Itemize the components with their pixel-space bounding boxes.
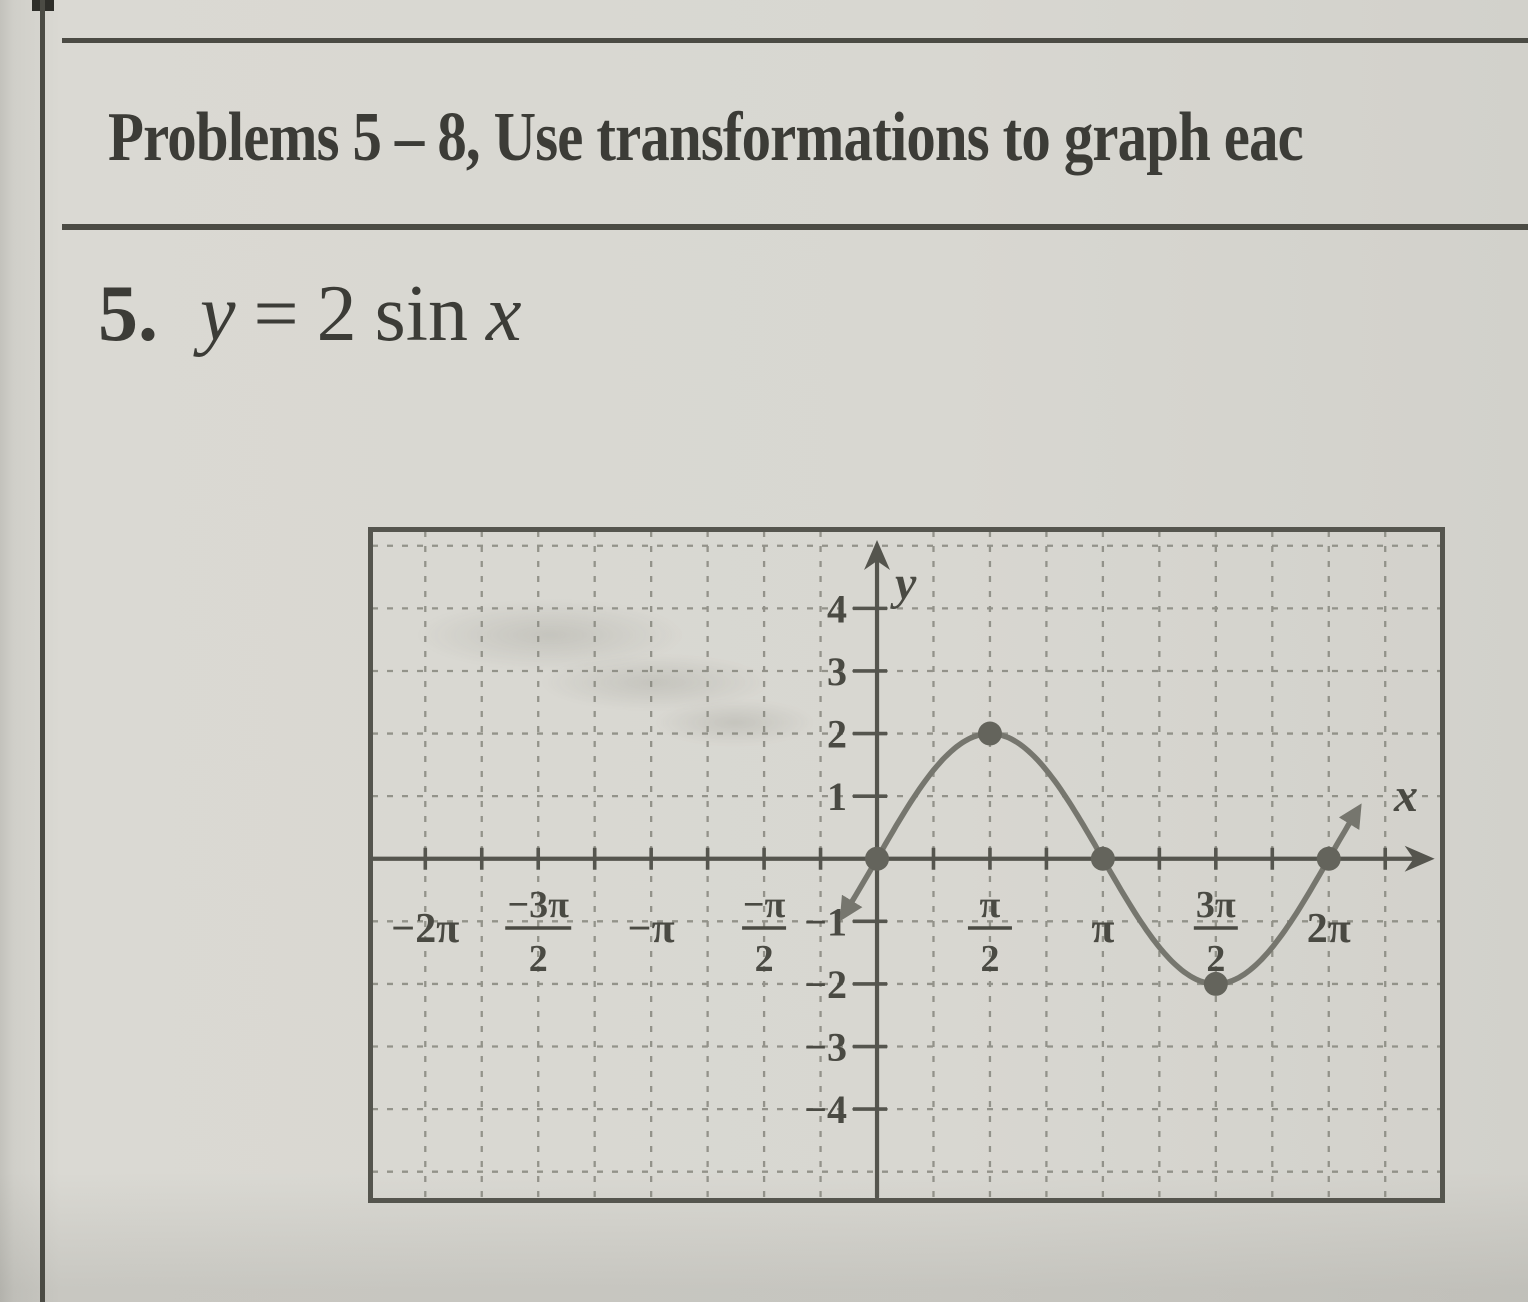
section-header: Problems 5 – 8, Use transformations to g… — [108, 103, 1304, 173]
y-tick-label: 3 — [827, 649, 847, 694]
y-tick-label: 4 — [827, 586, 847, 631]
key-point-dot — [1316, 846, 1341, 871]
y-tick-label: 2 — [827, 712, 847, 757]
grid-lines — [372, 531, 1443, 1199]
x-tick-label-numerator: −3π — [507, 884, 569, 926]
left-margin-rule — [40, 0, 45, 1302]
x-axis-arrowhead-icon — [1404, 845, 1435, 872]
y-axis-arrowhead-icon — [864, 540, 891, 570]
equation-rhs-variable: x — [486, 270, 522, 358]
x-tick-label-denominator: 2 — [755, 938, 774, 980]
y-tick-label: −2 — [804, 962, 847, 1007]
key-point-dot — [977, 721, 1002, 746]
x-tick-label: 2π — [1307, 906, 1351, 952]
y-tick-label: −1 — [804, 899, 847, 944]
x-tick-label-denominator: 2 — [529, 938, 548, 980]
key-point-dot — [1090, 846, 1115, 871]
x-tick-label-denominator: 2 — [980, 938, 999, 980]
equation-coefficient: 2 — [316, 270, 357, 358]
equation-lhs-variable: y — [200, 270, 236, 358]
x-tick-label-denominator: 2 — [1206, 938, 1225, 980]
sine-graph: 4 3 2 1 −1 −2 −3 −4 −2π −3π 2 −π −π 2 π 2 π 3π 2 2π y x — [368, 527, 1445, 1203]
problem-equation: y = 2 sin x — [200, 270, 522, 358]
plot-border — [368, 527, 1445, 1203]
x-axis-label: x — [1393, 769, 1418, 822]
problem-statement: 5. y = 2 sin x — [98, 274, 522, 354]
y-tick-label: −4 — [804, 1087, 847, 1132]
header-bottom-rule — [62, 224, 1528, 230]
y-axis-label: y — [890, 557, 917, 610]
x-tick-label: π — [1091, 906, 1114, 952]
key-point-dot — [1203, 971, 1228, 996]
equation-equals-sign: = — [253, 270, 299, 358]
x-tick-label: −π — [628, 906, 675, 952]
key-point-dot — [865, 846, 890, 871]
axes — [369, 540, 1435, 1200]
x-tick-label-numerator: 3π — [1196, 884, 1236, 926]
problem-number: 5. — [98, 270, 158, 358]
y-tick-label: −3 — [804, 1025, 847, 1070]
y-tick-label: 1 — [827, 774, 847, 819]
x-tick-label: −2π — [391, 906, 459, 952]
section-header-text: Problems 5 – 8, Use transformations to g… — [108, 99, 1304, 176]
header-top-rule — [62, 38, 1528, 43]
x-tick-label-numerator: −π — [743, 884, 786, 926]
x-tick-label-numerator: π — [980, 884, 1001, 926]
equation-function-name: sin — [374, 270, 468, 358]
